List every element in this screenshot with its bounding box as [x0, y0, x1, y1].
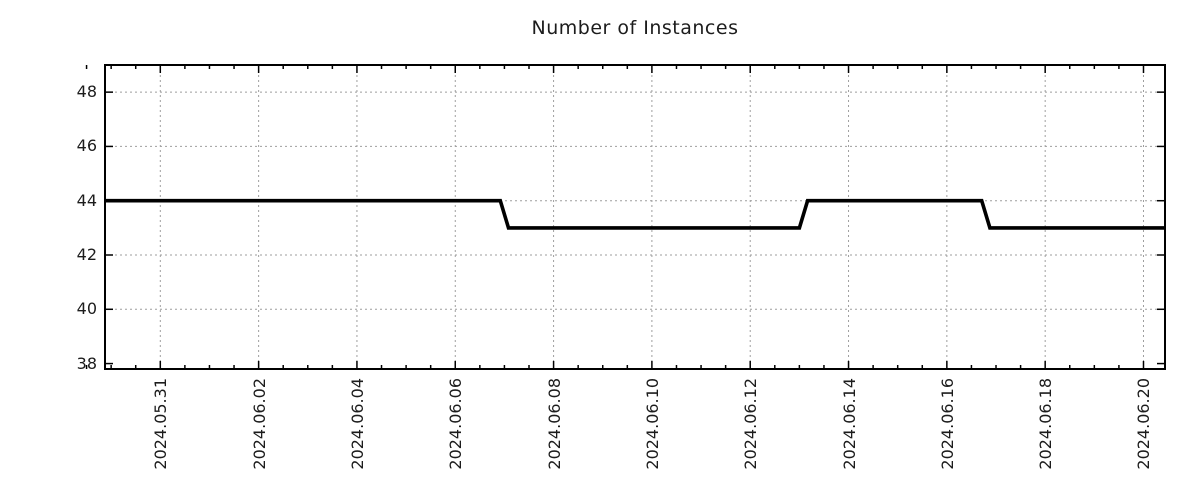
series-instances: [105, 198, 1165, 230]
y-tick-label: 46: [76, 136, 97, 156]
chart-title: Number of Instances: [531, 17, 739, 39]
y-tick-label: 40: [76, 299, 97, 319]
y-tick-label: 38: [76, 353, 97, 373]
y-tick-label: 44: [76, 190, 97, 210]
y-tick-label: 42: [76, 245, 97, 264]
y-tick-label: 48: [76, 82, 97, 102]
